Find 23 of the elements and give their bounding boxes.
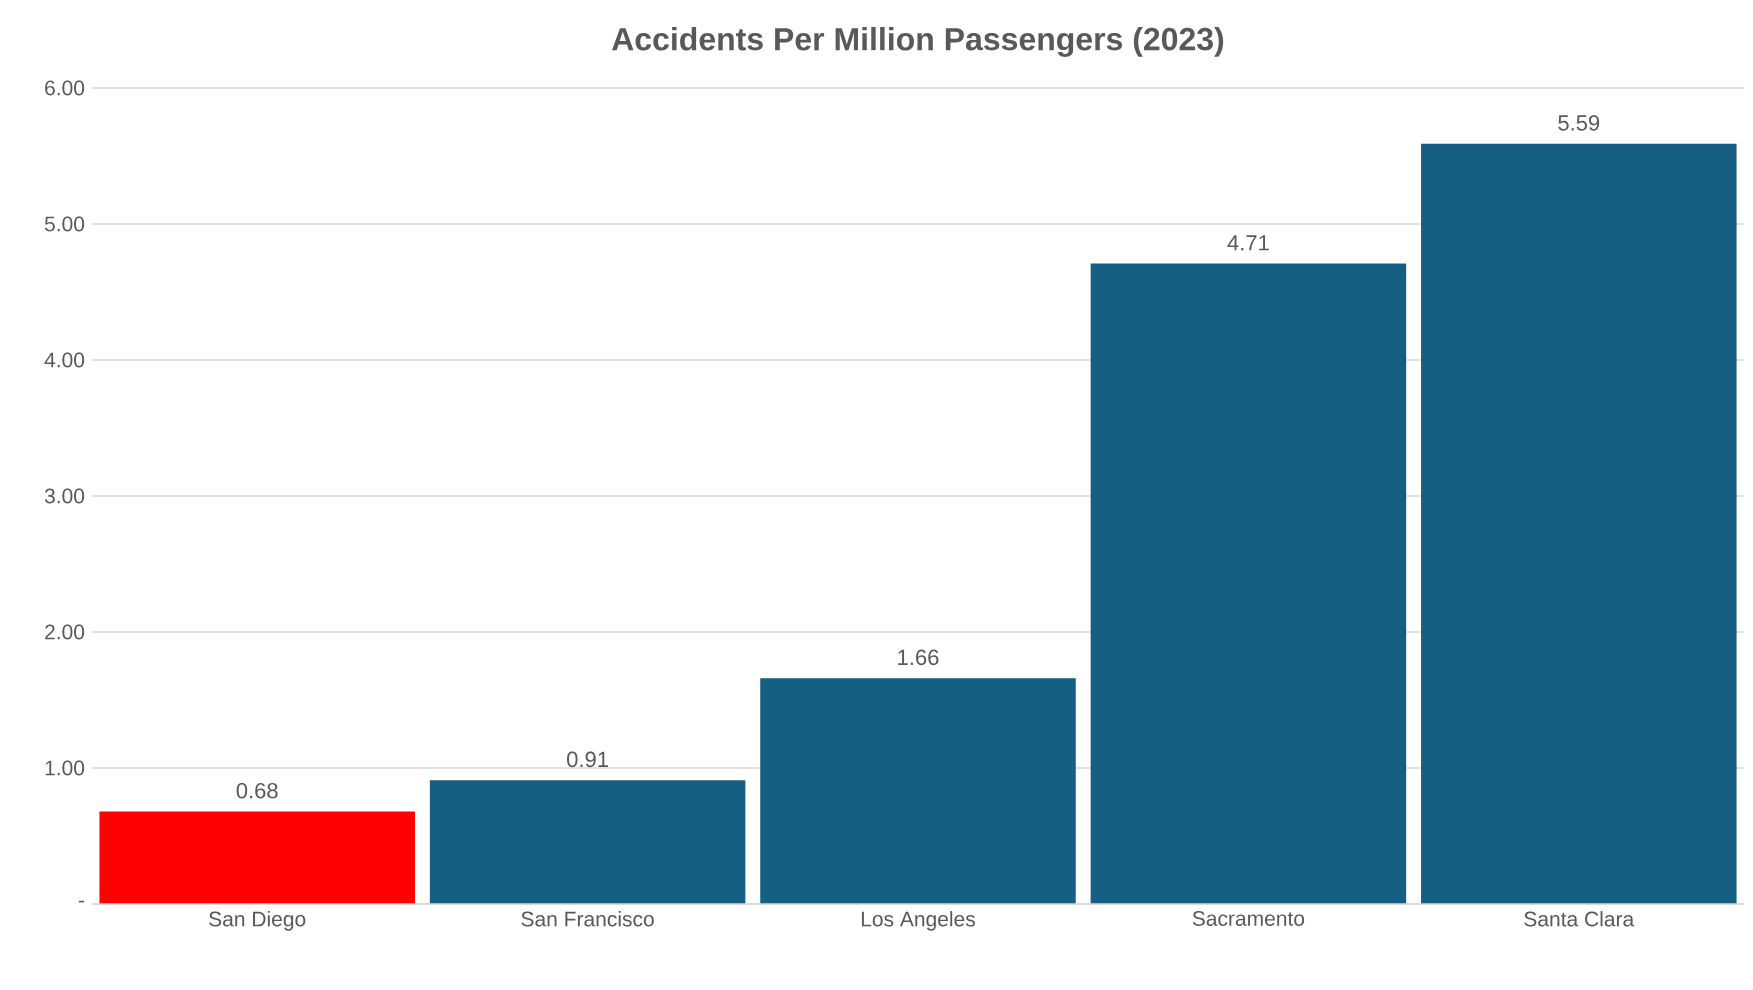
x-tick-label: San Diego — [209, 911, 306, 931]
data-label: 4.71 — [1227, 235, 1269, 251]
y-tick-label: 1.00 — [45, 760, 85, 776]
data-label: 5.59 — [1558, 115, 1600, 131]
y-tick-label: 3.00 — [44, 488, 85, 504]
chart-title: Accidents Per Million Passengers (2023) — [612, 26, 1224, 57]
y-tick-label: 6.00 — [45, 80, 85, 96]
data-label: 0.68 — [236, 782, 278, 799]
bar — [760, 678, 1076, 904]
y-tick-label: 5.00 — [44, 216, 85, 232]
bar — [99, 811, 415, 904]
y-tick-label: - — [78, 900, 84, 903]
y-tick-label: 4.00 — [44, 352, 85, 368]
x-tick-label: Los Angeles — [861, 911, 975, 931]
data-label: 1.66 — [898, 649, 939, 666]
bar — [1421, 143, 1737, 904]
bar — [1090, 263, 1407, 904]
bar — [429, 780, 746, 904]
y-tick-label: 2.00 — [45, 624, 85, 640]
x-tick-label: San Francisco — [521, 911, 654, 927]
x-tick-label: Sacramento — [1192, 911, 1305, 926]
data-label: 0.91 — [567, 751, 608, 768]
x-tick-label: Santa Clara — [1524, 911, 1635, 927]
